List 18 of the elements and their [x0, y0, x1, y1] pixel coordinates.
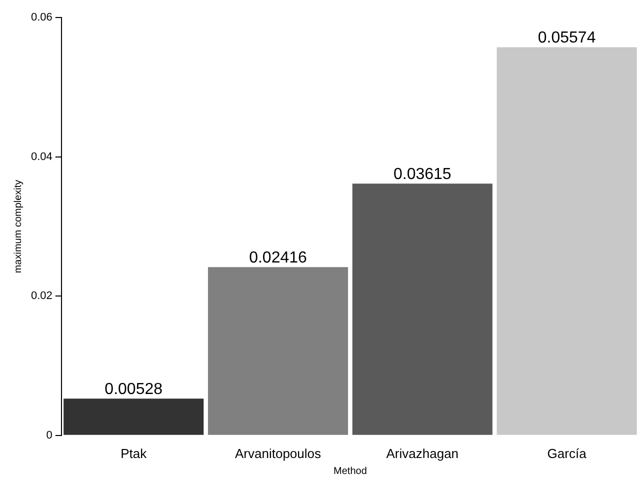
y-tick-label: 0.04 [30, 150, 52, 163]
x-tick-label: García [547, 446, 588, 461]
data-label: 0.03615 [393, 166, 452, 184]
x-tick-label: Arvanitopoulos [235, 446, 322, 461]
data-label: 0.05574 [538, 30, 596, 47]
x-tick-label: Ptak [120, 446, 148, 461]
bar [64, 398, 204, 435]
x-axis-title: Method [334, 466, 367, 477]
y-tick-label: 0.06 [30, 12, 52, 24]
data-label: 0.02416 [249, 250, 308, 267]
y-axis-title: maximum complexity [12, 180, 24, 274]
x-tick-label: Arivazhagan [386, 446, 459, 461]
bar [352, 184, 492, 435]
bar [208, 267, 348, 435]
data-label: 0.00528 [104, 381, 163, 398]
y-tick-label: 0 [46, 429, 52, 442]
y-tick-label: 0.02 [30, 290, 52, 302]
bar [496, 47, 637, 435]
